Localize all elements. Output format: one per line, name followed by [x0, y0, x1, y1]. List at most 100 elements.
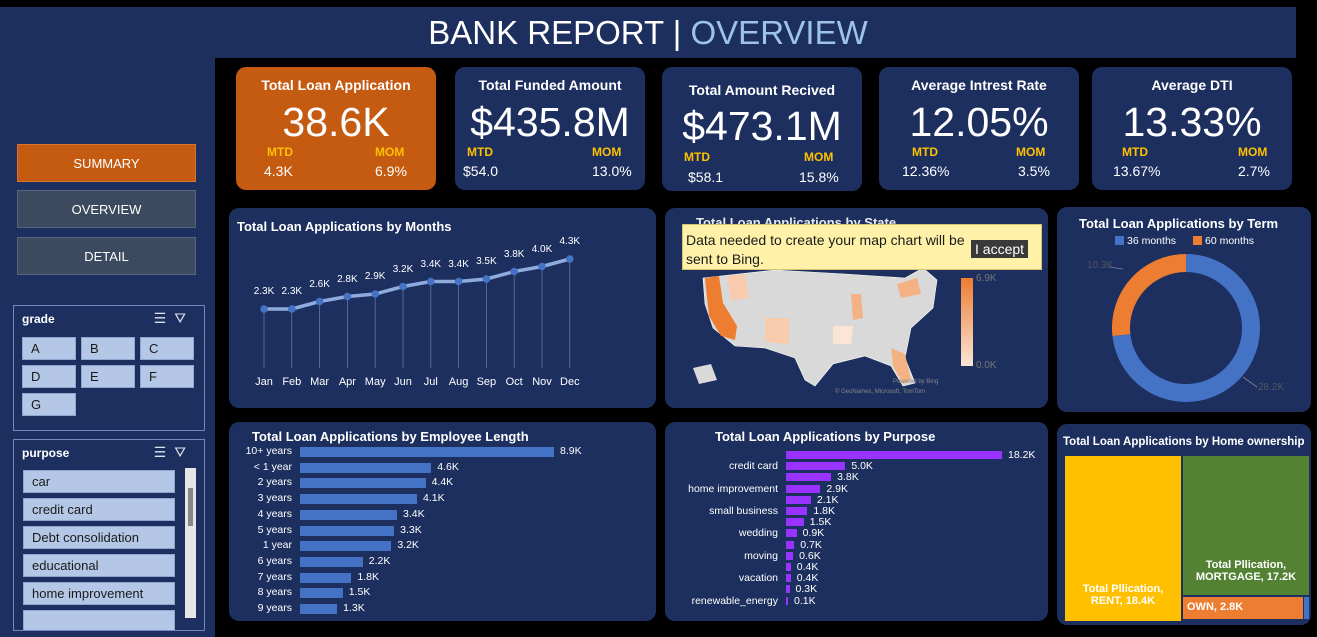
bar [300, 556, 363, 567]
detail-button[interactable]: DETAIL [17, 237, 196, 275]
legend-swatch-36 [1115, 236, 1124, 245]
bar [786, 462, 846, 471]
kpi-mom-label: MOM [375, 145, 405, 159]
bar-category-label: vacation [738, 572, 778, 585]
kpi-mom-value: 13.0% [592, 163, 632, 179]
kpi-label: Average Intrest Rate [911, 77, 1047, 93]
treemap-own-label: OWN, 2.8K [1187, 601, 1244, 613]
bar [300, 525, 395, 536]
treemap-rent-label: Total Pllication, RENT, 18.4K [1065, 583, 1181, 607]
kpi-label: Average DTI [1151, 77, 1233, 93]
bar-value-label: 2.2K [368, 554, 391, 567]
bar-value-label: 0.4K [796, 561, 819, 573]
bar-category-label: 5 years [257, 523, 292, 536]
treemap-other [1304, 597, 1309, 619]
legend-swatch-60 [1193, 236, 1202, 245]
kpi-mom-value: 6.9% [375, 163, 407, 179]
purpose-chart-card: Total Loan Applications by Purpose 18.2K… [665, 422, 1048, 621]
month-data-label: 3.2K [392, 263, 414, 275]
month-point [343, 292, 352, 301]
grade-option-e[interactable]: E [81, 365, 135, 388]
grade-option-a[interactable]: A [22, 337, 76, 360]
treemap-mortgage-label: Total Pllication, MORTGAGE, 17.2K [1183, 559, 1309, 583]
bar-value-label: 1.8K [357, 570, 379, 583]
bar-value-label: 18.2K [1008, 449, 1036, 461]
map-credit-providers: © GeoNames, Microsoft, TomTom [835, 389, 925, 395]
purpose-option-debt-consolidation[interactable]: Debt consolidation [23, 526, 175, 549]
bar-value-label: 8.9K [560, 445, 582, 457]
bar-category-label: 2 years [257, 476, 292, 489]
chart-title: Total Loan Applications by Employee Leng… [252, 429, 529, 444]
bar-category-label: 3 years [257, 492, 292, 505]
donut-label-36: 28.2K [1258, 382, 1285, 393]
kpi-mom-value: 15.8% [799, 169, 839, 185]
accept-button[interactable]: I accept [971, 240, 1029, 258]
kpi-mom-label: MOM [1016, 145, 1046, 159]
purpose-option-home-improvement[interactable]: home improvement [23, 582, 175, 605]
month-data-label: 2.9K [364, 271, 386, 282]
chart-title: Total Loan Applications by Months [237, 219, 452, 234]
grade-option-f[interactable]: F [140, 365, 194, 388]
multi-select-icon[interactable]: ☰ [153, 444, 175, 460]
summary-button[interactable]: SUMMARY [17, 144, 196, 182]
bar [786, 473, 832, 482]
kpi-mom-label: MOM [804, 150, 834, 164]
bar [300, 447, 554, 457]
multi-select-icon[interactable]: ☰ [153, 310, 175, 326]
grade-option-g[interactable]: G [22, 393, 76, 416]
state-map-card: Total Loan Applications by State 6.9K 0.… [665, 208, 1048, 408]
purpose-option-partial[interactable] [23, 610, 175, 630]
month-data-label: 3.8K [503, 248, 525, 260]
grade-option-b[interactable]: B [81, 337, 135, 360]
bar-value-label: 3.8K [837, 471, 859, 484]
month-data-label: 2.6K [309, 278, 330, 290]
title-separator: | [672, 14, 682, 51]
bar-value-label: 0.9K [802, 527, 825, 540]
donut-slice-60-months [1112, 254, 1187, 337]
clear-filter-icon[interactable]: ⛛ [174, 444, 194, 460]
grade-option-c[interactable]: C [140, 337, 194, 360]
kpi-mtd-value: 13.67% [1113, 163, 1161, 179]
treemap-own: OWN, 2.8K [1183, 597, 1303, 619]
treemap-mortgage-label-line2: MORTGAGE, 17.2K [1195, 571, 1297, 583]
month-tick-label: Mar [310, 376, 330, 388]
bar-value-label: 5.0K [851, 460, 873, 473]
bar [300, 462, 432, 473]
kpi-label: Total Loan Application [261, 77, 411, 93]
month-point [454, 277, 463, 286]
scrollbar-thumb[interactable] [188, 488, 193, 526]
term-chart-card: Total Loan Applications by Term 36 month… [1057, 207, 1311, 412]
month-point [538, 262, 546, 271]
kpi-card-total-amount-received: Total Amount Recived $473.1M MTD MOM $58… [662, 67, 862, 191]
bing-consent-text: Data needed to create your map chart wil… [686, 232, 965, 267]
header-bar [0, 7, 1296, 58]
bar-value-label: 0.4K [796, 572, 819, 585]
overview-button[interactable]: OVERVIEW [17, 190, 196, 228]
purpose-option-educational[interactable]: educational [23, 554, 175, 577]
purpose-option-car[interactable]: car [23, 470, 175, 493]
bar [786, 563, 791, 571]
donut-slice-36-months [1112, 254, 1260, 402]
grade-option-d[interactable]: D [22, 365, 76, 388]
bar-value-label: 1.3K [343, 602, 365, 614]
month-point [315, 297, 324, 306]
bing-consent-popup: Data needed to create your map chart wil… [682, 224, 1042, 270]
bar-value-label: 4.4K [431, 476, 454, 489]
title-accent: OVERVIEW [690, 14, 868, 51]
page-title: BANK REPORT | OVERVIEW [0, 7, 1296, 58]
slicer-scrollbar[interactable] [185, 468, 196, 618]
bar-category-label: < 1 year [253, 460, 292, 473]
month-point [510, 267, 518, 276]
month-tick-label: Jun [394, 376, 412, 388]
map-legend-scale [961, 278, 973, 366]
bar-value-label: 0.6K [799, 549, 821, 562]
purpose-option-credit-card[interactable]: credit card [23, 498, 175, 521]
bar-value-label: 0.1K [794, 594, 816, 607]
month-series-line [264, 257, 571, 311]
home-ownership-chart-card: Total Loan Applications by Home ownershi… [1057, 424, 1311, 625]
bar [300, 478, 426, 489]
bar [300, 494, 417, 505]
clear-filter-icon[interactable]: ⛛ [174, 310, 194, 326]
purpose-slicer: purpose ☰⛛ car credit card Debt consolid… [13, 439, 205, 631]
bar-value-label: 3.4K [403, 507, 425, 520]
